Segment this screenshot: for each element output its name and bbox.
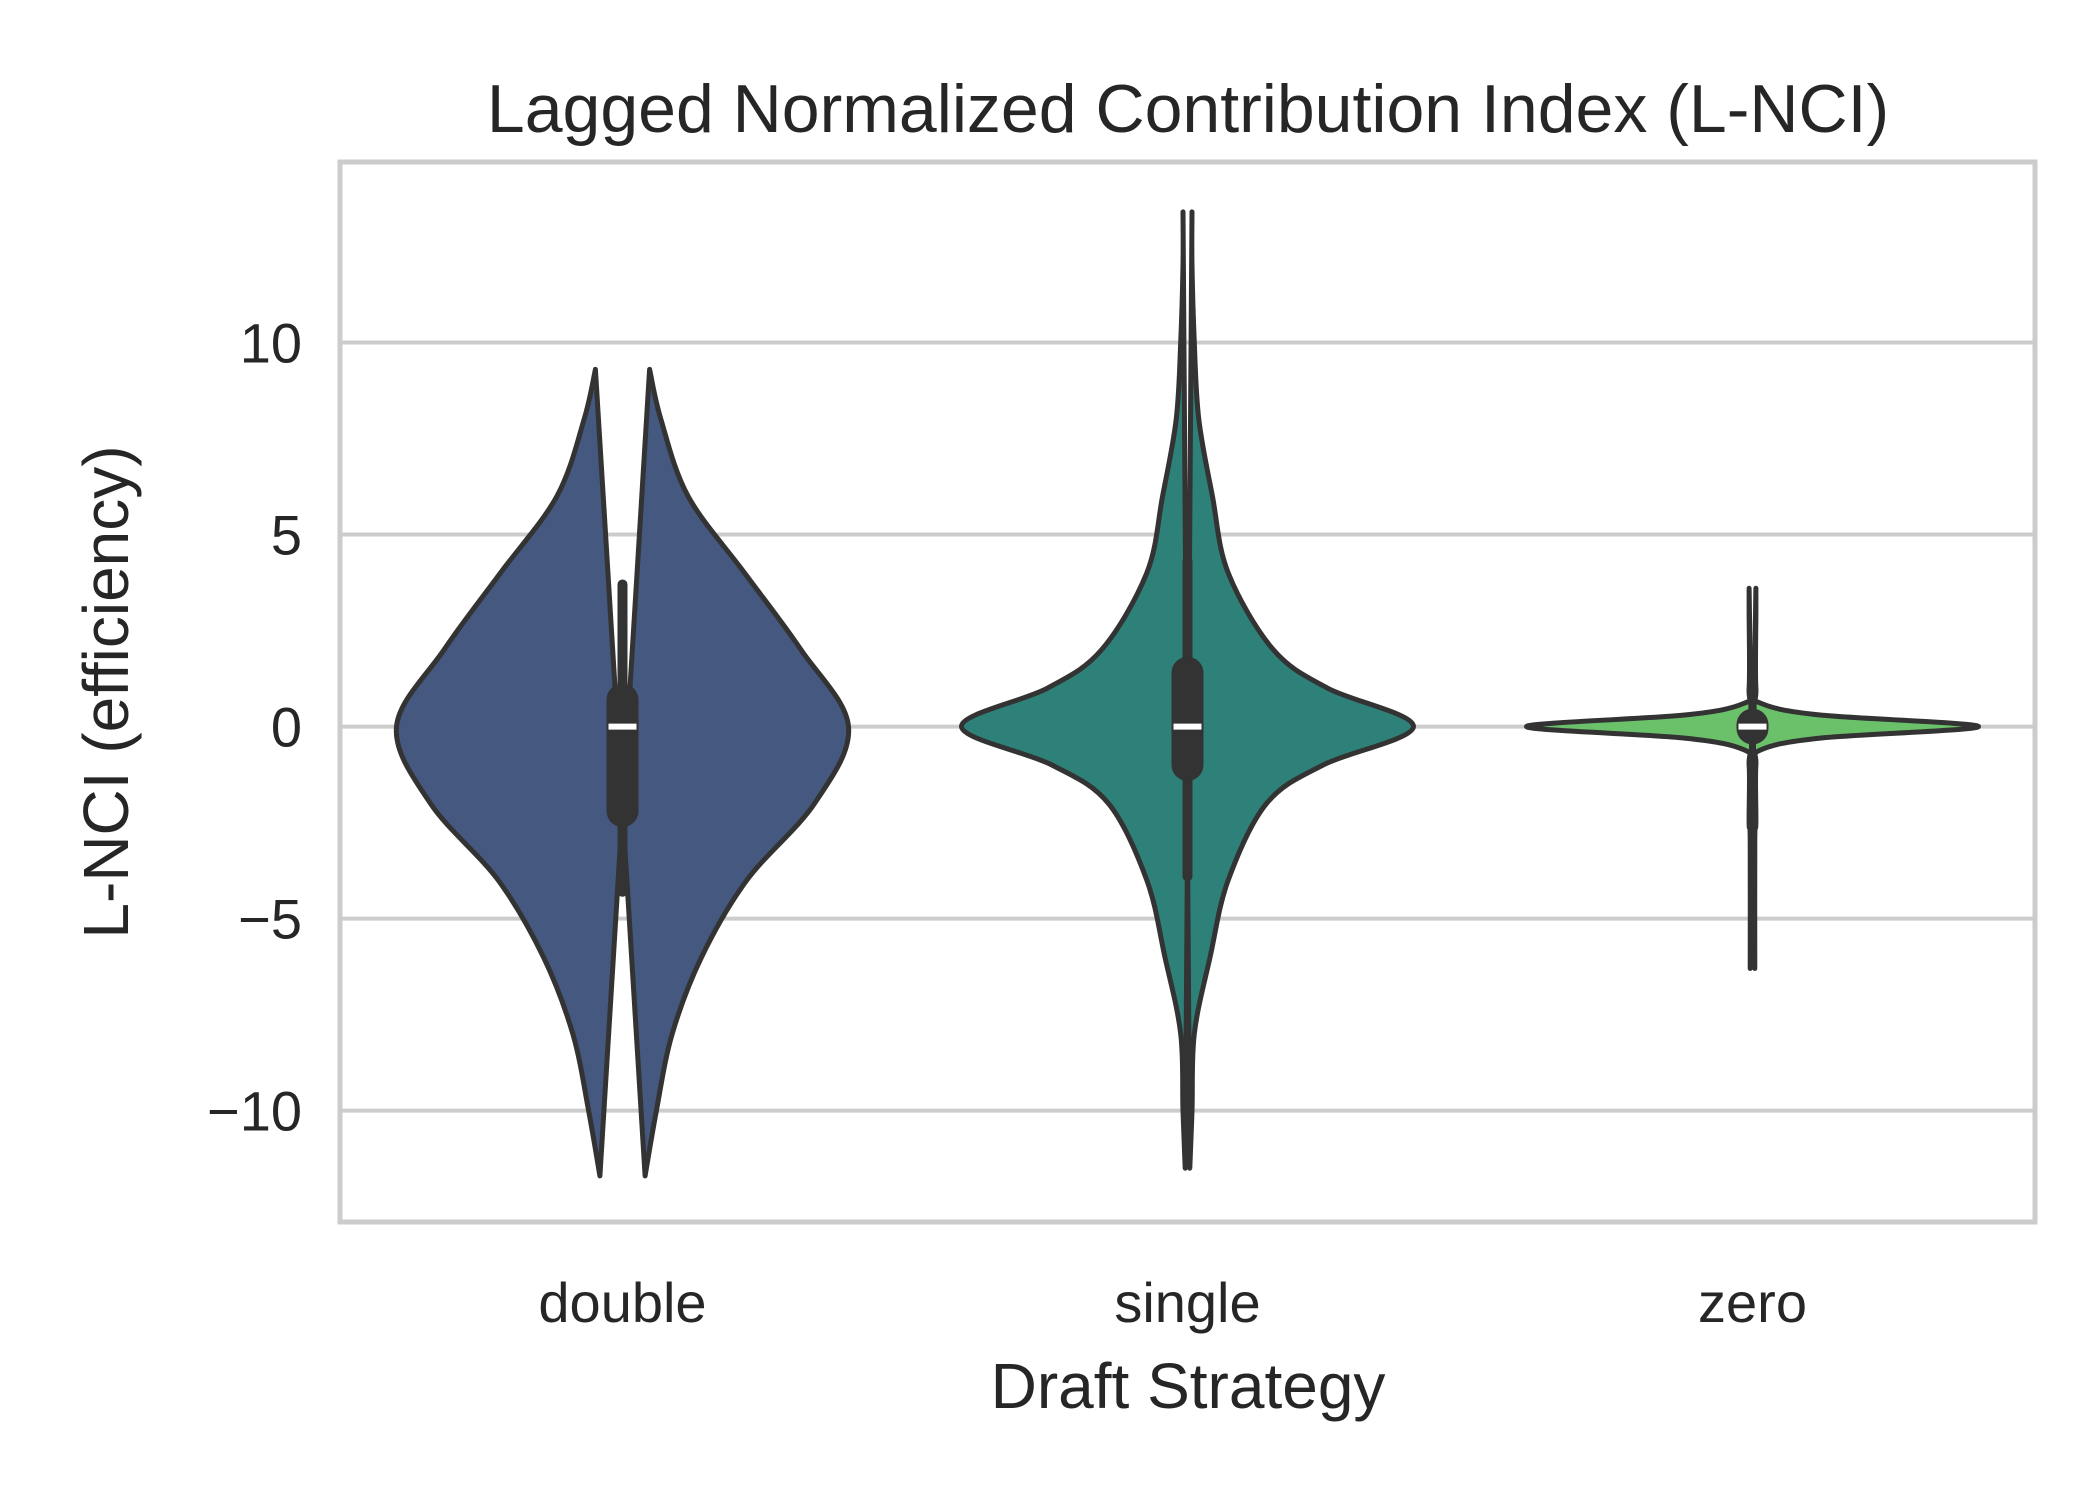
- x-tick-labels: double single zero: [538, 1271, 1807, 1334]
- y-tick-label: 0: [271, 696, 302, 759]
- plot-frame: [337, 159, 2038, 1225]
- y-tick-label: −10: [207, 1080, 302, 1143]
- x-tick-label: double: [538, 1271, 706, 1334]
- x-tick-label: single: [1114, 1271, 1260, 1334]
- violin-zero: [1524, 585, 1981, 971]
- y-tick-label: 10: [240, 312, 302, 375]
- chart-title: Lagged Normalized Contribution Index (L-…: [487, 71, 1889, 147]
- x-tick-label: zero: [1698, 1271, 1807, 1334]
- violins: [393, 209, 1981, 1179]
- violin-body: [393, 366, 852, 1179]
- violin-body: [959, 209, 1416, 1171]
- violin-double: [393, 366, 852, 1179]
- y-tick-labels: −10 −5 0 5 10: [207, 312, 302, 1143]
- violin-body: [1524, 585, 1981, 971]
- y-tick-label: 5: [271, 504, 302, 567]
- y-axis-label: L-NCI (efficiency): [70, 445, 142, 938]
- violin-single: [959, 209, 1416, 1171]
- y-tick-label: −5: [238, 888, 302, 951]
- x-axis-label: Draft Strategy: [991, 1350, 1386, 1422]
